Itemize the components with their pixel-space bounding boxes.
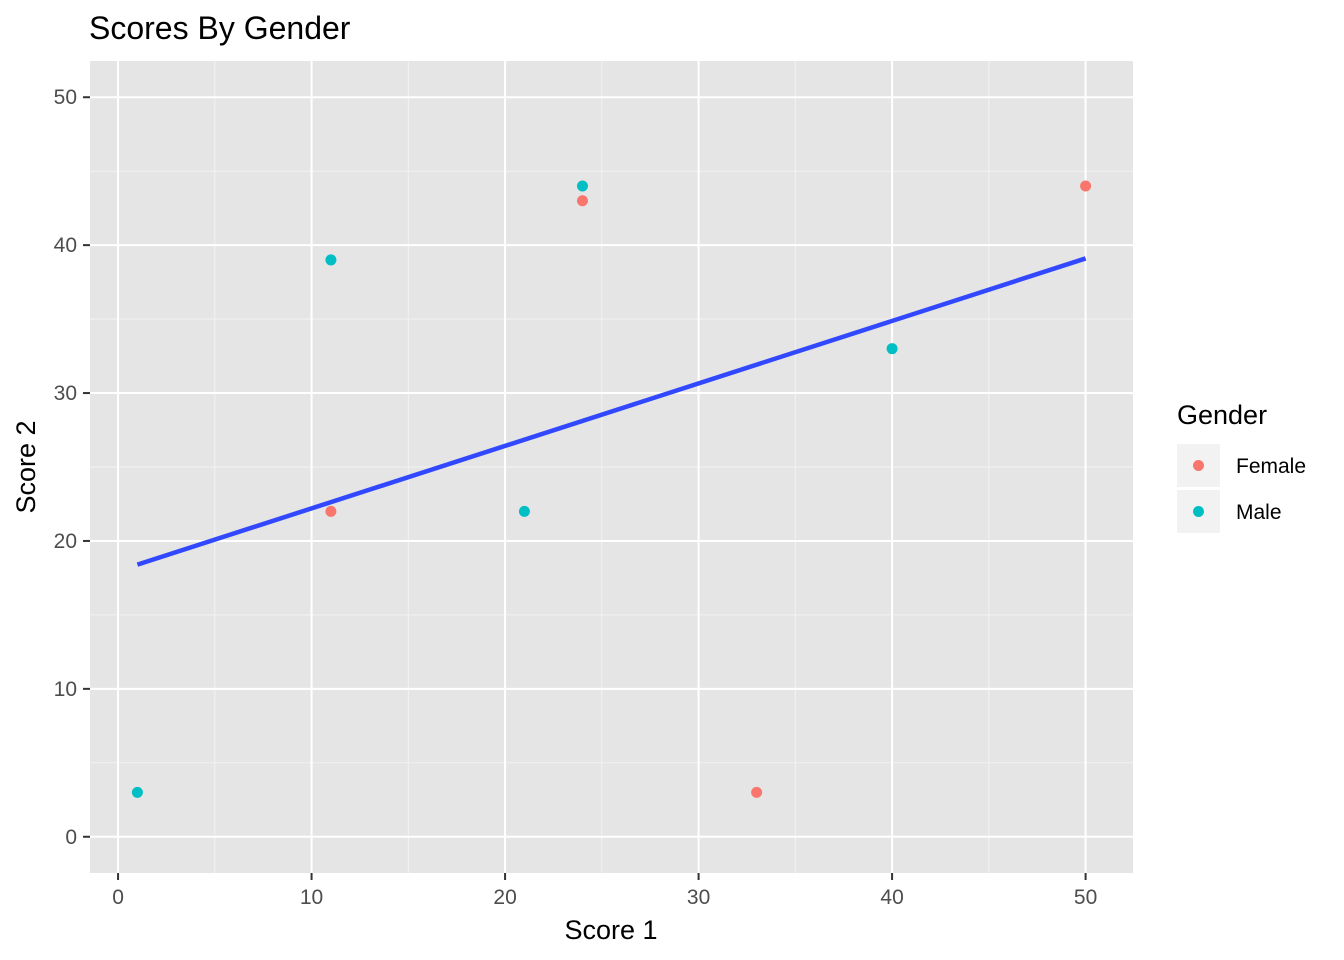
x-tick-label: 50 (1074, 886, 1097, 909)
x-tick-label: 10 (300, 886, 323, 909)
y-axis: 0 10 20 30 40 50 (54, 86, 90, 849)
x-axis-title: Score 1 (564, 915, 657, 945)
x-tick-label: 30 (687, 886, 710, 909)
data-point-female (751, 786, 763, 798)
legend-label-male: Male (1236, 501, 1282, 524)
y-tick-label: 0 (65, 826, 77, 849)
data-point-female (325, 505, 337, 517)
trend-layer (136, 256, 1087, 567)
x-axis: 0 10 20 30 40 50 (112, 873, 1097, 909)
x-tick-label: 0 (112, 886, 124, 909)
y-tick-label: 50 (54, 86, 77, 109)
data-point-male (518, 505, 530, 517)
chart-title: Scores By Gender (89, 10, 351, 46)
data-point-male (131, 786, 143, 798)
x-tick-label: 20 (493, 886, 516, 909)
y-tick-label: 30 (54, 382, 77, 405)
y-tick-label: 40 (54, 234, 77, 257)
legend: Gender Female Male (1177, 400, 1306, 533)
legend-key-female (1193, 460, 1204, 471)
y-tick-label: 20 (54, 530, 77, 553)
grid-minor (90, 61, 1133, 873)
data-point-male (886, 343, 898, 355)
grid-major (90, 61, 1133, 873)
y-tick-label: 10 (54, 678, 77, 701)
trend-line (136, 256, 1087, 567)
data-point-female (576, 195, 588, 207)
y-axis-title: Score 2 (11, 420, 41, 513)
legend-title: Gender (1177, 400, 1267, 430)
legend-entries: Female Male (1177, 444, 1306, 533)
x-tick-label: 40 (880, 886, 903, 909)
data-point-female (1080, 180, 1092, 192)
data-point-male (576, 180, 588, 192)
legend-key-male (1193, 506, 1204, 517)
data-point-male (325, 254, 337, 266)
legend-label-female: Female (1236, 455, 1306, 478)
points-layer (131, 180, 1092, 798)
